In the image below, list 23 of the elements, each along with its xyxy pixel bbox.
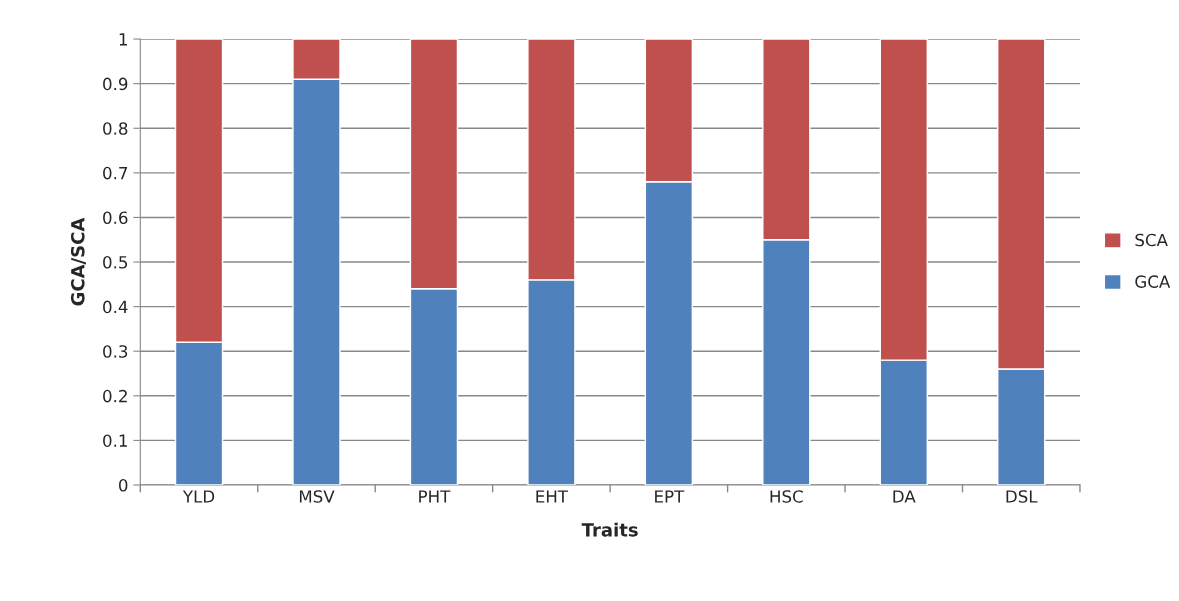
y-tick-label: 0.7 (103, 166, 128, 180)
x-tick-label: EPT (655, 490, 685, 503)
y-tick-label: 0.4 (103, 300, 128, 314)
y-tick-label: 1 (119, 33, 127, 46)
y-tick-label: 0.8 (103, 122, 128, 135)
y-tick-label: 0.5 (103, 256, 128, 269)
x-tick-label: HSC (770, 490, 803, 503)
x-axis-title: Traits (581, 522, 638, 537)
x-tick-label: PHT (419, 490, 451, 503)
y-tick-label: 0.6 (103, 211, 128, 225)
y-axis-title: GCA/SCA (70, 217, 87, 306)
y-tick-label: 0.9 (103, 77, 128, 91)
y-tick-label: 0.1 (103, 434, 127, 447)
x-tick-label: MSV (299, 490, 335, 503)
y-tick-label: 0.2 (103, 389, 127, 403)
legend-label: SCA (1135, 233, 1168, 247)
x-tick-label: DA (893, 490, 916, 503)
y-tick-label: 0.3 (103, 345, 128, 358)
legend-label: GCA (1135, 275, 1171, 288)
y-tick-label: 0 (118, 478, 128, 492)
x-tick-label: DSL (1006, 490, 1038, 503)
x-tick-label: EHT (536, 490, 569, 503)
x-tick-label: YLD (182, 490, 215, 503)
